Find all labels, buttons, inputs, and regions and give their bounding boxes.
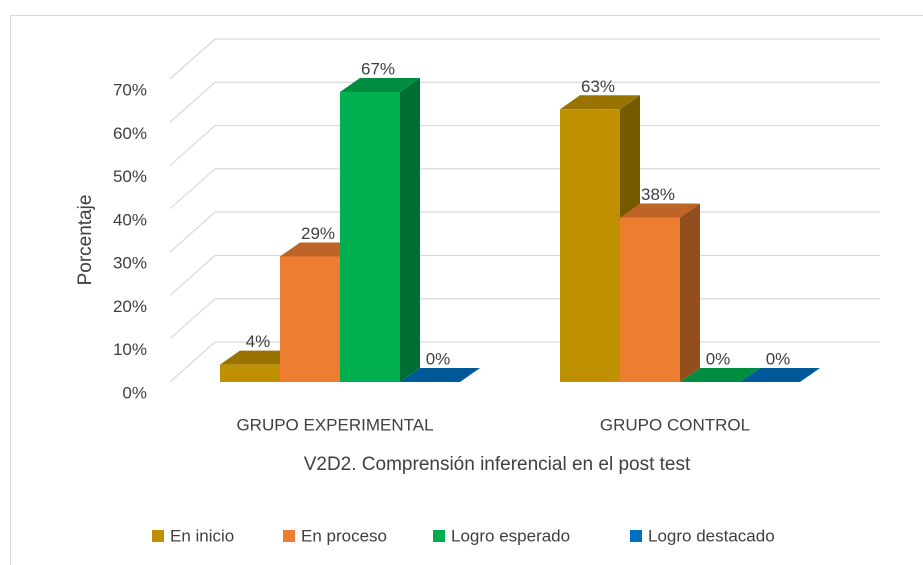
y-axis-label: Porcentaje: [75, 195, 96, 286]
y-tick-label: 70%: [113, 80, 147, 99]
bar-side: [400, 77, 420, 382]
y-tick-label: 20%: [113, 297, 147, 316]
grid-line: [169, 81, 880, 123]
bar: [560, 109, 620, 383]
grid-line: [169, 168, 880, 210]
data-label: 29%: [301, 224, 335, 243]
bar-top: [740, 368, 820, 382]
y-tick-label: 10%: [113, 340, 147, 359]
x-axis-label: V2D2. Comprensión inferencial en el post…: [304, 454, 691, 475]
data-label: 63%: [581, 77, 615, 96]
data-label: 67%: [361, 59, 395, 78]
y-tick-label: 0%: [122, 383, 147, 402]
data-label: 38%: [641, 185, 675, 204]
legend-swatch: [283, 530, 295, 542]
y-tick-label: 60%: [113, 124, 147, 143]
bar: [620, 217, 680, 382]
bar: [340, 91, 400, 382]
legend-label: En proceso: [301, 526, 387, 545]
data-label: 0%: [706, 349, 731, 368]
bar: [280, 256, 340, 382]
bar-top: [560, 95, 640, 110]
grid-line: [169, 38, 880, 80]
data-label: 0%: [766, 349, 791, 368]
legend-swatch: [152, 530, 164, 542]
bar-top: [400, 368, 480, 382]
data-label: 4%: [246, 332, 271, 351]
bar-top: [340, 77, 420, 92]
legend-label: Logro destacado: [648, 526, 775, 545]
bar-top: [620, 203, 700, 218]
y-tick-label: 40%: [113, 210, 147, 229]
x-tick-label: GRUPO CONTROL: [600, 415, 750, 434]
y-tick-label: 50%: [113, 167, 147, 186]
legend-swatch: [630, 530, 642, 542]
grid-line: [169, 124, 880, 167]
bar-side: [680, 203, 700, 382]
data-label: 0%: [426, 349, 451, 368]
legend-label: En inicio: [170, 526, 234, 545]
legend-swatch: [433, 530, 445, 542]
y-tick-label: 30%: [113, 254, 147, 273]
legend-label: Logro esperado: [451, 526, 570, 545]
chart-frame: [10, 15, 923, 565]
bar-top: [680, 368, 760, 382]
bar: [220, 364, 280, 382]
x-tick-label: GRUPO EXPERIMENTAL: [236, 415, 433, 434]
